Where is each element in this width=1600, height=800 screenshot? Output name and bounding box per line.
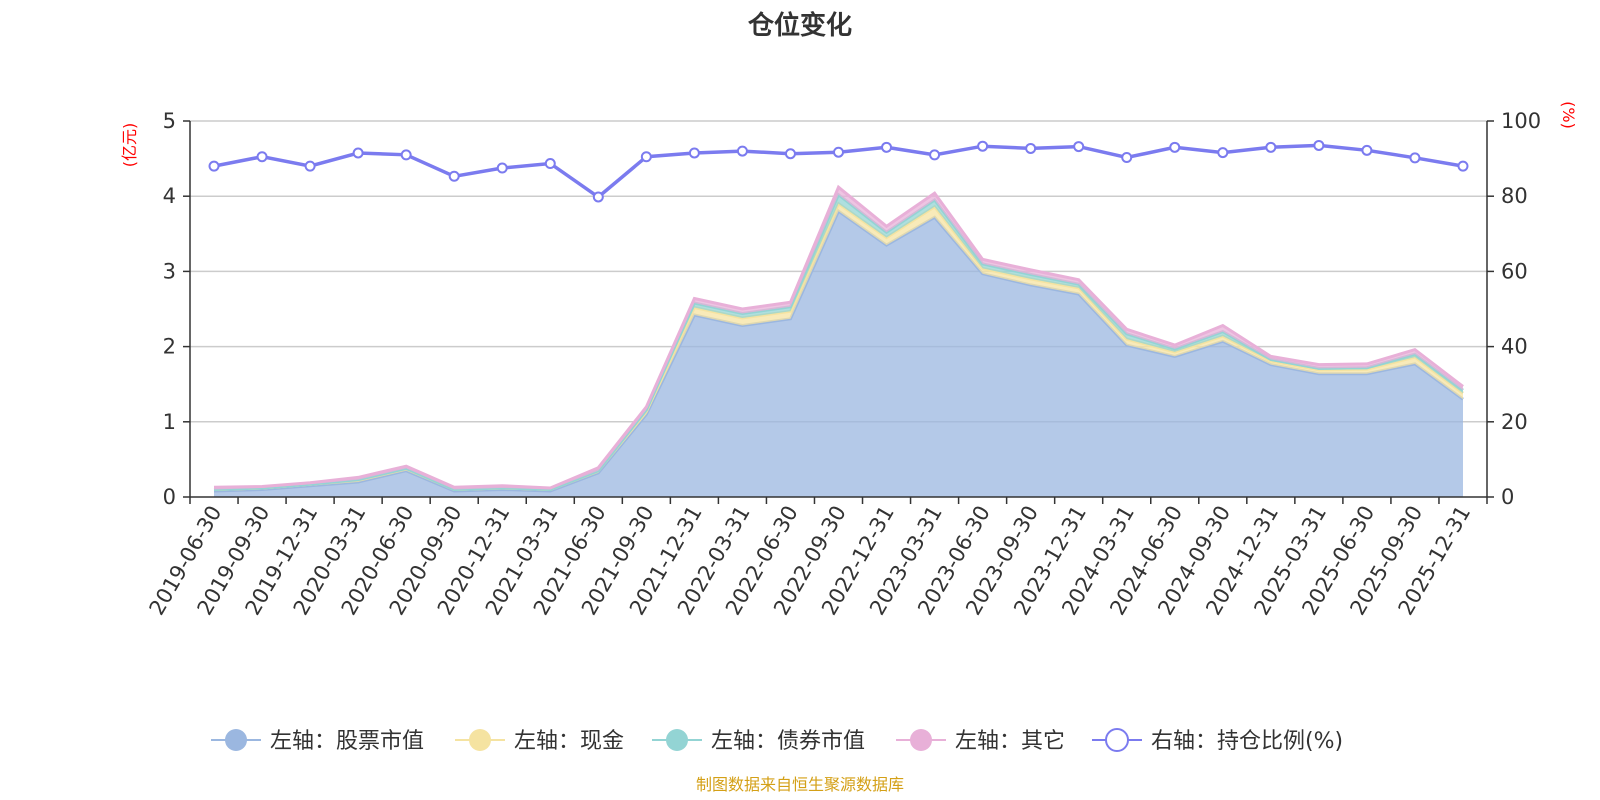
ratio-point	[1025, 142, 1037, 154]
ratio-point	[736, 145, 748, 157]
left-axis-tick-label: 0	[163, 485, 176, 509]
area-edge-左轴：其它	[213, 184, 1464, 490]
ratio-point	[881, 141, 893, 153]
area-左轴：股票市值	[214, 211, 1463, 497]
ratio-point	[592, 191, 604, 203]
ratio-point	[640, 151, 652, 163]
right-axis-tick-label: 100	[1501, 109, 1541, 133]
ratio-point	[1073, 141, 1085, 153]
ratio-point	[929, 149, 941, 161]
left-axis-tick-label: 3	[163, 259, 176, 283]
stacked-areas	[213, 184, 1464, 497]
legend-label: 左轴：现金	[514, 729, 624, 754]
right-axis-tick-label: 40	[1501, 335, 1528, 359]
ratio-point	[208, 160, 220, 172]
chart-title: 仓位变化	[747, 10, 852, 41]
ratio-point	[1409, 152, 1421, 164]
left-axis-tick-label: 1	[163, 410, 176, 434]
legend: 左轴：股票市值 左轴：现金 左轴：债券市值 左轴：其它 右轴：持仓比例(%)	[211, 728, 1343, 754]
ratio-line	[208, 139, 1469, 203]
legend-swatch-marker	[225, 729, 247, 751]
left-axis-tick-label: 2	[163, 335, 176, 359]
ratio-point	[544, 157, 556, 169]
ratio-point	[1169, 141, 1181, 153]
ratio-point	[1361, 144, 1373, 156]
ratio-point	[304, 160, 316, 172]
legend-item: 左轴：股票市值	[211, 729, 424, 754]
ratio-point	[256, 151, 268, 163]
legend-swatch-marker	[1105, 728, 1129, 752]
ratio-point	[448, 170, 460, 182]
legend-item: 左轴：其它	[896, 729, 1065, 754]
ratio-point	[1265, 141, 1277, 153]
ratio-point	[400, 149, 412, 161]
legend-label: 右轴：持仓比例(%)	[1151, 729, 1343, 754]
right-axis-unit: (%)	[1559, 101, 1578, 129]
right-axis-tick-label: 0	[1501, 485, 1514, 509]
ratio-point	[352, 147, 364, 159]
right-axis-tick-label: 80	[1501, 184, 1528, 208]
ratio-point	[496, 162, 508, 174]
ratio-point	[784, 148, 796, 160]
legend-item: 左轴：债券市值	[652, 729, 865, 754]
ratio-point	[688, 147, 700, 159]
left-axis-tick-label: 4	[163, 184, 176, 208]
legend-label: 左轴：债券市值	[711, 729, 865, 754]
legend-item: 右轴：持仓比例(%)	[1092, 728, 1343, 754]
legend-item: 左轴：现金	[455, 729, 624, 754]
right-axis-tick-label: 20	[1501, 410, 1528, 434]
data-source-note: 制图数据来自恒生聚源数据库	[696, 775, 904, 794]
left-axis-tick-label: 5	[163, 109, 176, 133]
ratio-point	[1313, 139, 1325, 151]
ratio-point	[1217, 147, 1229, 159]
legend-swatch-marker	[910, 729, 932, 751]
ratio-point	[977, 140, 989, 152]
right-axis-tick-label: 60	[1501, 259, 1528, 283]
ratio-point	[833, 146, 844, 158]
legend-label: 左轴：其它	[955, 729, 1065, 754]
ratio-point	[1457, 160, 1469, 172]
left-axis-unit: (亿元)	[120, 123, 139, 168]
legend-swatch-marker	[469, 729, 491, 751]
legend-swatch-marker	[666, 729, 688, 751]
legend-label: 左轴：股票市值	[270, 729, 424, 754]
ratio-point	[1121, 151, 1133, 163]
